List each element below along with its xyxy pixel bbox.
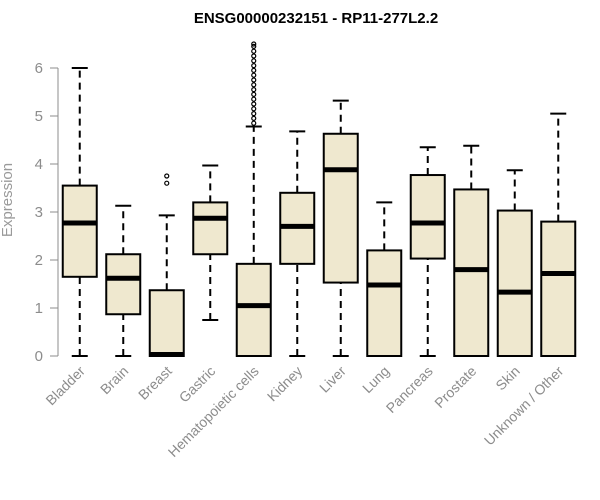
box-8 bbox=[409, 146, 446, 357]
chart-title: ENSG00000232151 - RP11-277L2.2 bbox=[194, 10, 438, 27]
category-label: Liver bbox=[316, 363, 349, 396]
box-7 bbox=[366, 201, 403, 357]
outlier-point bbox=[251, 77, 257, 83]
y-tick-label: 2 bbox=[35, 252, 43, 269]
outlier-point bbox=[251, 101, 257, 107]
category-label: Lung bbox=[359, 363, 392, 396]
iqr-box bbox=[61, 184, 98, 278]
iqr-box bbox=[453, 188, 490, 357]
box-3 bbox=[192, 164, 229, 321]
plot-area bbox=[61, 41, 577, 358]
outlier-point bbox=[251, 58, 257, 64]
y-axis: 0 1 2 3 4 5 6 bbox=[35, 60, 59, 365]
box-5 bbox=[279, 130, 316, 357]
box-0 bbox=[61, 67, 98, 357]
y-tick-label: 3 bbox=[35, 204, 43, 221]
outlier-point bbox=[164, 173, 170, 179]
iqr-box bbox=[235, 262, 272, 357]
iqr-box bbox=[366, 249, 403, 357]
iqr-box bbox=[322, 132, 359, 284]
box-2 bbox=[148, 173, 185, 358]
category-label: Brain bbox=[97, 363, 131, 397]
outlier-point bbox=[251, 41, 257, 47]
outlier-point bbox=[251, 106, 257, 112]
box-11 bbox=[540, 112, 577, 357]
outlier-point bbox=[251, 67, 257, 74]
category-label: Breast bbox=[135, 363, 175, 403]
y-tick-label: 6 bbox=[35, 60, 43, 77]
outlier-point bbox=[164, 180, 170, 186]
y-tick-label: 1 bbox=[35, 300, 43, 317]
outlier-point bbox=[251, 96, 257, 102]
category-label: Kidney bbox=[264, 363, 306, 405]
box-4 bbox=[235, 41, 272, 357]
iqr-box bbox=[105, 253, 142, 316]
iqr-box bbox=[409, 174, 446, 260]
outlier-point bbox=[251, 110, 257, 117]
box-10 bbox=[496, 169, 533, 357]
outlier-point bbox=[251, 86, 257, 93]
y-tick-label: 5 bbox=[35, 108, 43, 125]
outlier-point bbox=[251, 48, 257, 54]
category-label: Skin bbox=[492, 363, 523, 394]
outlier-point bbox=[251, 115, 257, 122]
iqr-box bbox=[148, 289, 185, 357]
outlier-point bbox=[251, 120, 257, 126]
outlier-point bbox=[251, 82, 257, 88]
iqr-box bbox=[496, 209, 533, 357]
outlier-point bbox=[251, 91, 257, 98]
iqr-box bbox=[540, 220, 577, 357]
box-1 bbox=[105, 204, 142, 357]
category-label: Pancreas bbox=[383, 363, 436, 416]
iqr-box bbox=[192, 201, 229, 256]
y-axis-label: Expression bbox=[0, 163, 16, 237]
category-label: Gastric bbox=[176, 363, 219, 406]
category-label: Prostate bbox=[431, 363, 479, 411]
y-tick-label: 0 bbox=[35, 348, 43, 365]
outlier-point bbox=[251, 62, 257, 69]
category-label: Unknown / Other bbox=[481, 363, 567, 449]
y-tick-label: 4 bbox=[35, 156, 43, 173]
outlier-point bbox=[251, 72, 257, 78]
box-6 bbox=[322, 99, 359, 357]
box-9 bbox=[453, 144, 490, 357]
category-label: Bladder bbox=[42, 363, 88, 409]
outlier-point bbox=[251, 53, 257, 59]
outlier-point bbox=[251, 43, 257, 50]
